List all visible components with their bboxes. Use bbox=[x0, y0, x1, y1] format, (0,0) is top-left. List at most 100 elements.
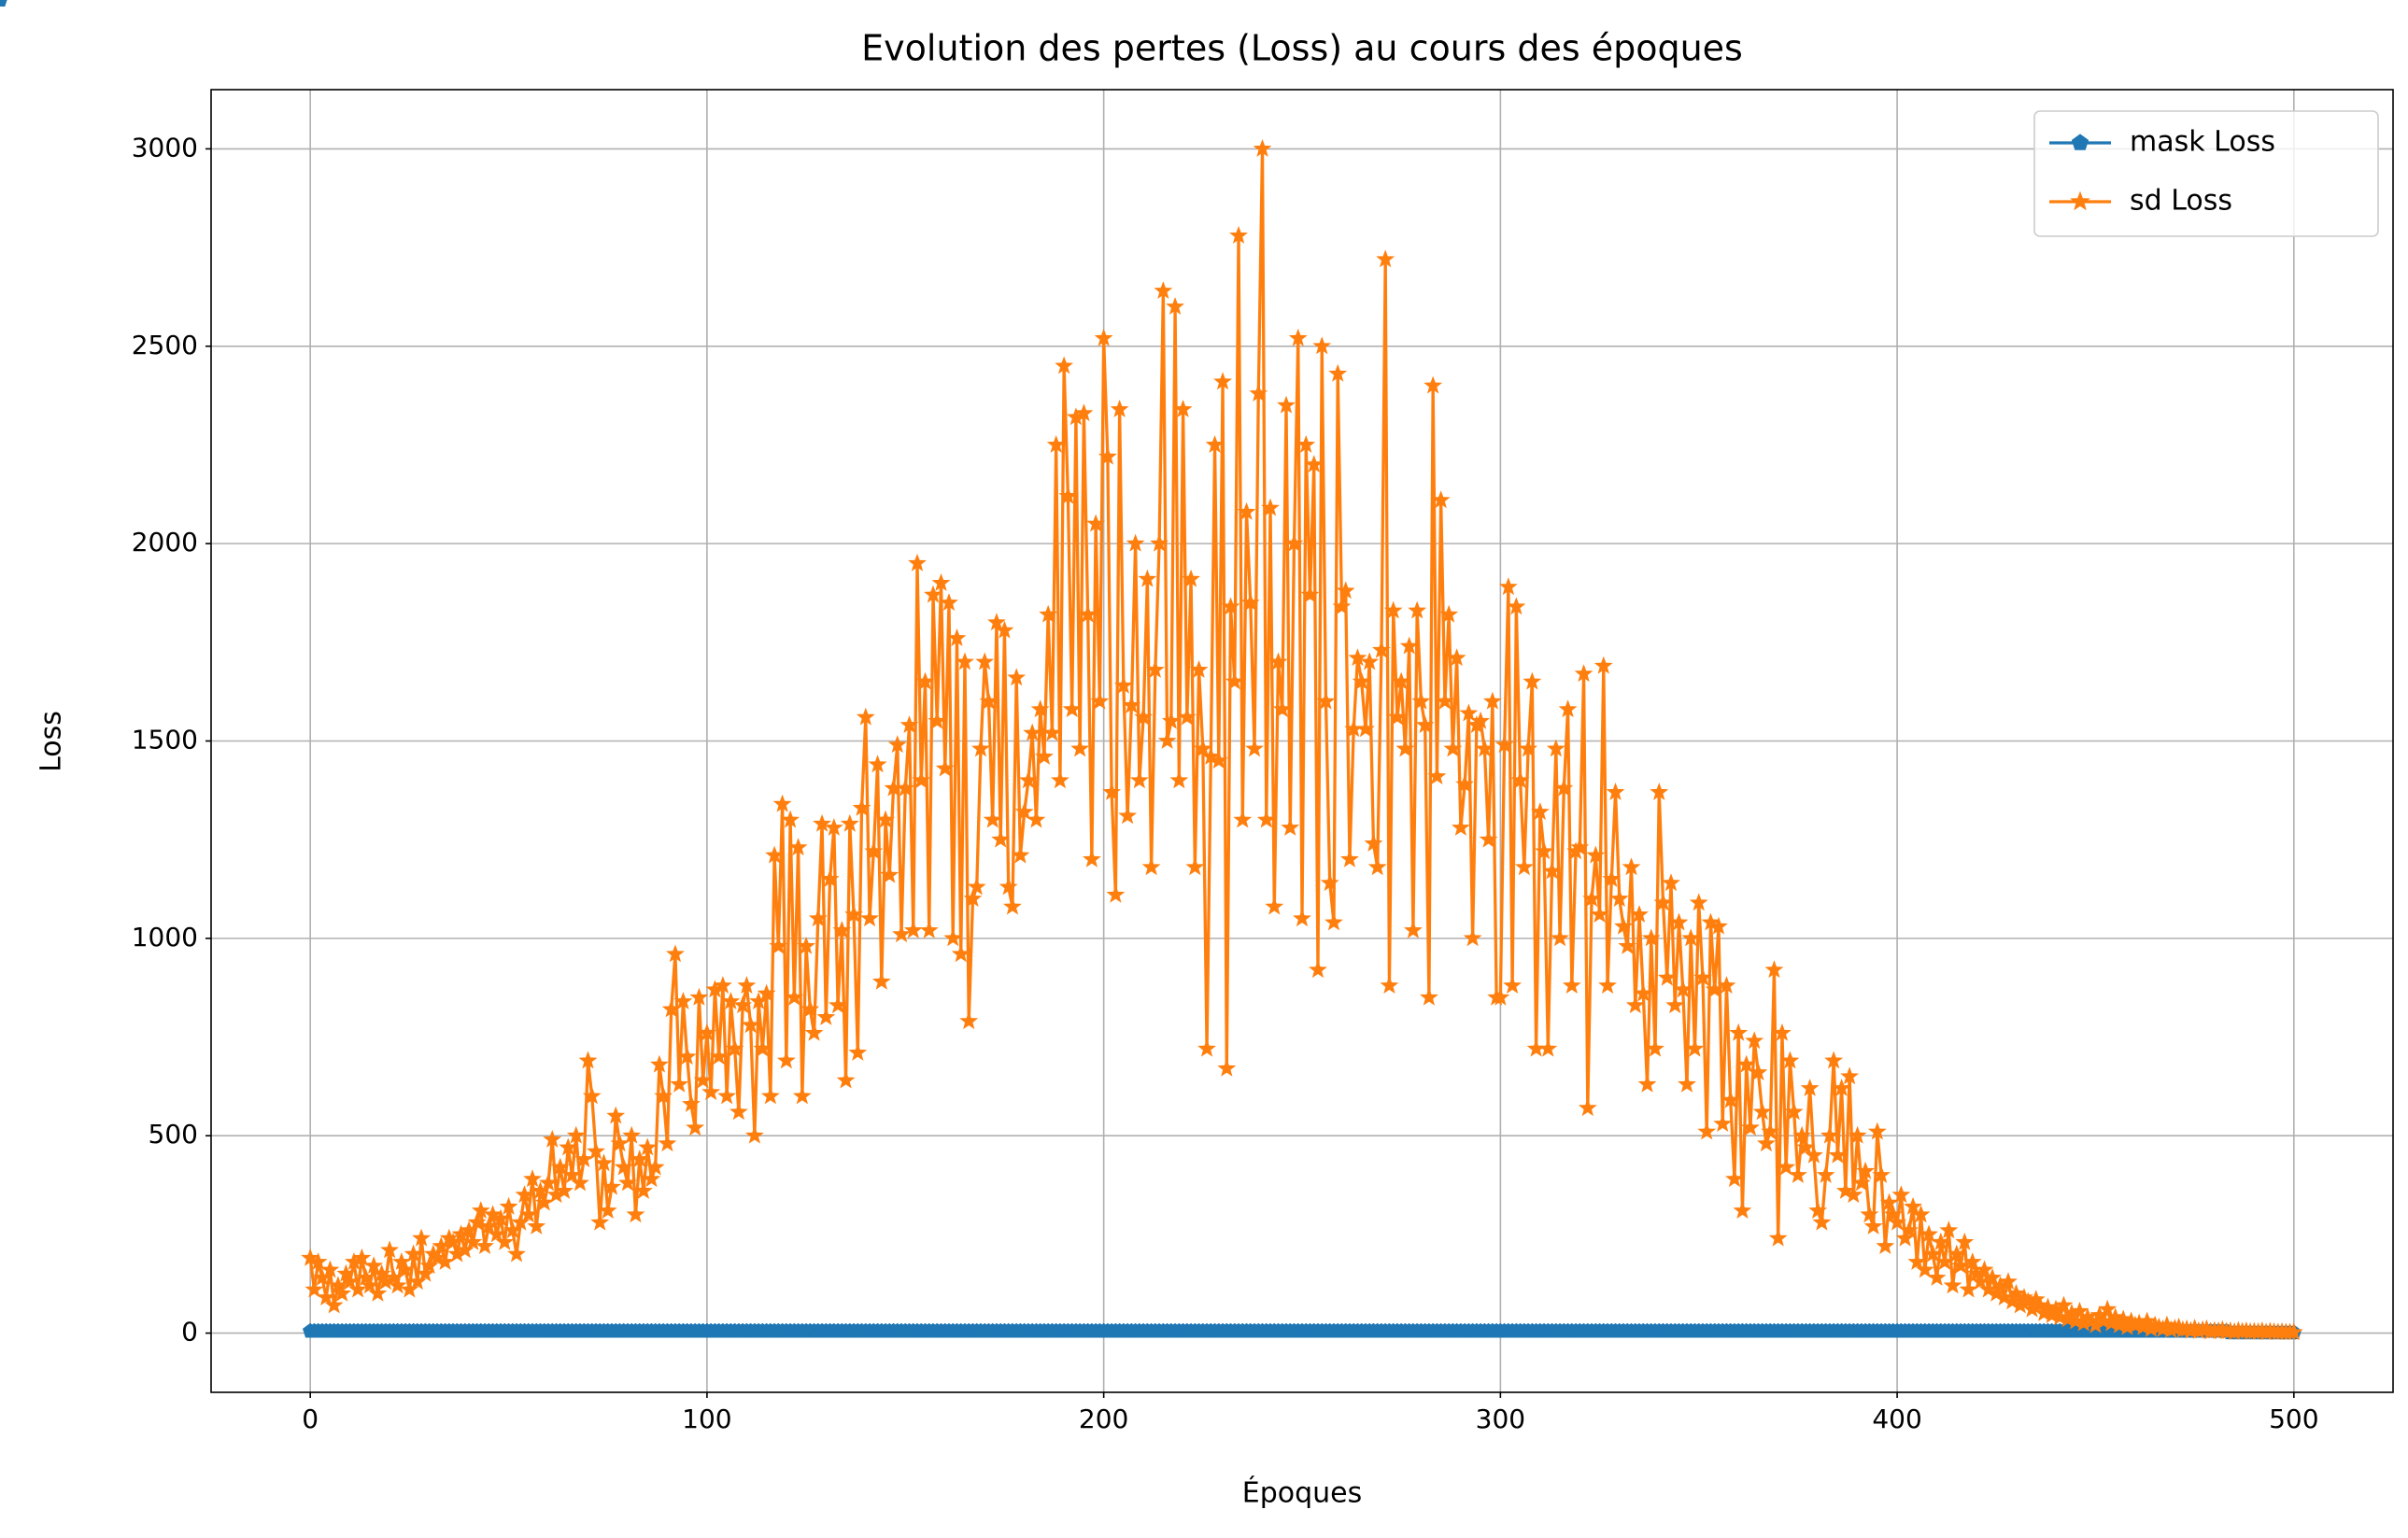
data-point bbox=[1213, 372, 1232, 390]
data-point bbox=[1705, 980, 1724, 998]
data-point bbox=[1023, 723, 1042, 741]
data-point bbox=[1994, 1288, 2014, 1305]
data-point bbox=[1451, 818, 1470, 836]
data-point bbox=[1860, 1205, 1879, 1223]
data-point bbox=[1014, 802, 1034, 821]
data-point bbox=[1681, 928, 1701, 947]
data-point bbox=[1899, 1221, 1919, 1239]
data-point bbox=[324, 1295, 344, 1314]
data-point bbox=[813, 813, 831, 832]
data-point bbox=[744, 1125, 764, 1144]
data-point bbox=[1594, 656, 1613, 674]
data-point bbox=[534, 1192, 554, 1211]
data-point bbox=[697, 1023, 716, 1041]
data-point bbox=[1435, 691, 1454, 710]
data-point bbox=[463, 1232, 483, 1250]
data-point bbox=[816, 1007, 836, 1025]
data-point bbox=[1650, 783, 1669, 800]
data-point bbox=[1070, 739, 1090, 757]
data-point bbox=[1507, 597, 1526, 615]
data-point bbox=[1157, 731, 1177, 749]
data-point bbox=[1166, 297, 1185, 315]
data-point bbox=[1630, 905, 1649, 923]
y-tick-label: 3000 bbox=[132, 132, 198, 162]
data-point bbox=[919, 920, 939, 938]
data-point bbox=[1872, 1165, 1891, 1183]
data-point bbox=[721, 992, 741, 1009]
data-point bbox=[1637, 1074, 1657, 1093]
data-point bbox=[912, 770, 931, 789]
data-point bbox=[1352, 671, 1371, 690]
data-point bbox=[1808, 1201, 1828, 1219]
data-point bbox=[555, 1180, 574, 1199]
data-point bbox=[729, 1102, 748, 1121]
data-point bbox=[1820, 1125, 1839, 1144]
data-point bbox=[1161, 711, 1181, 729]
data-point bbox=[380, 1240, 400, 1259]
data-point bbox=[1062, 699, 1082, 718]
data-point bbox=[658, 1134, 677, 1152]
data-point bbox=[1915, 1260, 1934, 1278]
data-point bbox=[1907, 1252, 1927, 1270]
data-point bbox=[1498, 577, 1518, 596]
data-point bbox=[979, 691, 999, 710]
x-axis-label: Époques bbox=[1242, 1476, 1363, 1510]
data-point bbox=[634, 1180, 653, 1199]
data-point bbox=[1309, 960, 1327, 979]
data-point bbox=[1141, 857, 1161, 876]
data-point bbox=[887, 735, 907, 754]
data-point bbox=[1217, 1058, 1237, 1077]
data-point bbox=[622, 1125, 642, 1144]
data-point bbox=[1554, 778, 1574, 797]
data-point bbox=[1395, 739, 1415, 757]
data-point bbox=[2137, 1311, 2157, 1330]
data-point bbox=[856, 707, 875, 726]
data-point bbox=[372, 1263, 391, 1282]
data-point bbox=[428, 1248, 447, 1266]
data-point bbox=[412, 1228, 432, 1247]
data-point bbox=[797, 936, 816, 954]
data-point bbox=[1911, 1205, 1931, 1223]
data-point bbox=[1697, 1122, 1717, 1140]
data-point bbox=[840, 813, 859, 832]
data-point bbox=[800, 999, 820, 1018]
data-point bbox=[1578, 1098, 1597, 1117]
data-point bbox=[1134, 707, 1154, 726]
data-point bbox=[1574, 664, 1594, 683]
data-point bbox=[1447, 648, 1466, 667]
data-point bbox=[1233, 810, 1253, 828]
data-point bbox=[1471, 711, 1491, 729]
data-point bbox=[1332, 597, 1352, 615]
data-point bbox=[1523, 671, 1542, 690]
data-point bbox=[804, 1023, 824, 1041]
data-point bbox=[582, 1086, 602, 1105]
data-point bbox=[1491, 987, 1510, 1006]
plot-frame bbox=[210, 89, 2394, 1393]
data-point bbox=[396, 1260, 416, 1278]
data-point bbox=[1792, 1125, 1812, 1144]
data-point bbox=[1074, 403, 1094, 422]
data-point bbox=[1888, 1212, 1907, 1231]
data-point bbox=[1193, 739, 1212, 757]
data-point bbox=[1773, 1023, 1792, 1041]
data-point bbox=[1427, 767, 1447, 784]
data-point bbox=[1832, 1079, 1851, 1096]
data-point bbox=[1272, 699, 1292, 718]
data-point bbox=[1042, 723, 1062, 741]
data-point bbox=[808, 909, 828, 927]
data-point bbox=[598, 1201, 617, 1219]
data-point bbox=[340, 1272, 360, 1291]
data-point bbox=[1971, 1272, 1990, 1291]
data-point bbox=[1634, 983, 1653, 1002]
data-point bbox=[578, 1051, 598, 1069]
data-point bbox=[2054, 1295, 2074, 1314]
data-point bbox=[301, 1248, 320, 1266]
data-point bbox=[1392, 671, 1411, 690]
data-point bbox=[741, 1015, 760, 1034]
data-point bbox=[1983, 1267, 2002, 1286]
data-point bbox=[1602, 869, 1622, 887]
data-point bbox=[733, 995, 753, 1014]
data-point bbox=[1689, 893, 1708, 911]
data-point bbox=[1058, 486, 1078, 504]
